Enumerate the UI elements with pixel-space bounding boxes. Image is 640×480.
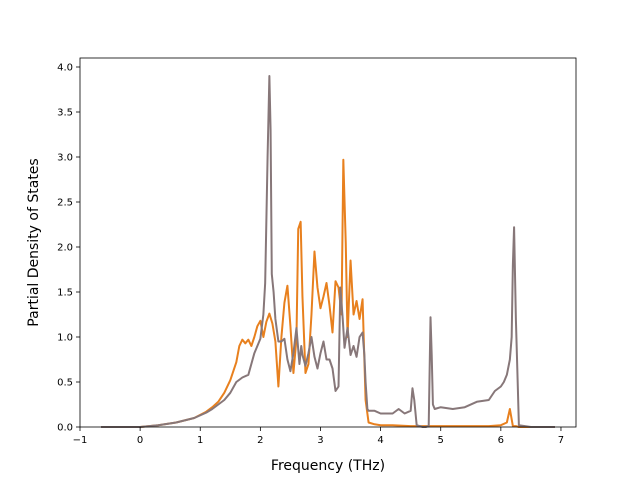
y-tick-label: 0.0 [57,423,73,434]
plot-frame [79,57,577,428]
x-tick-label: 2 [257,435,263,446]
y-axis-ticks: 0.0 0.5 1.0 1.5 2.0 2.5 3.0 3.5 4.0 [57,63,80,434]
series-line-2 [101,75,555,428]
y-tick-label: 4.0 [57,63,73,74]
y-tick-label: 0.5 [57,378,73,389]
y-axis-title: Partial Density of States [26,158,42,326]
y-tick-label: 1.0 [57,333,73,344]
series-line-1 [101,158,555,428]
x-tick-label: 1 [197,435,203,446]
y-tick-label: 2.0 [57,243,73,254]
x-axis-ticks: −1 0 1 2 3 4 5 6 7 [73,427,564,446]
y-tick-label: 2.5 [57,198,73,209]
y-tick-label: 3.0 [57,153,73,164]
series-lines [101,75,555,428]
x-tick-label: 3 [317,435,323,446]
x-axis-title: Frequency (THz) [271,458,385,474]
x-tick-label: −1 [73,435,88,446]
x-tick-label: 5 [438,435,444,446]
y-tick-label: 3.5 [57,108,73,119]
x-tick-label: 6 [498,435,504,446]
x-tick-label: 0 [137,435,143,446]
x-tick-label: 7 [558,435,564,446]
y-tick-label: 1.5 [57,288,73,299]
x-tick-label: 4 [377,435,383,446]
